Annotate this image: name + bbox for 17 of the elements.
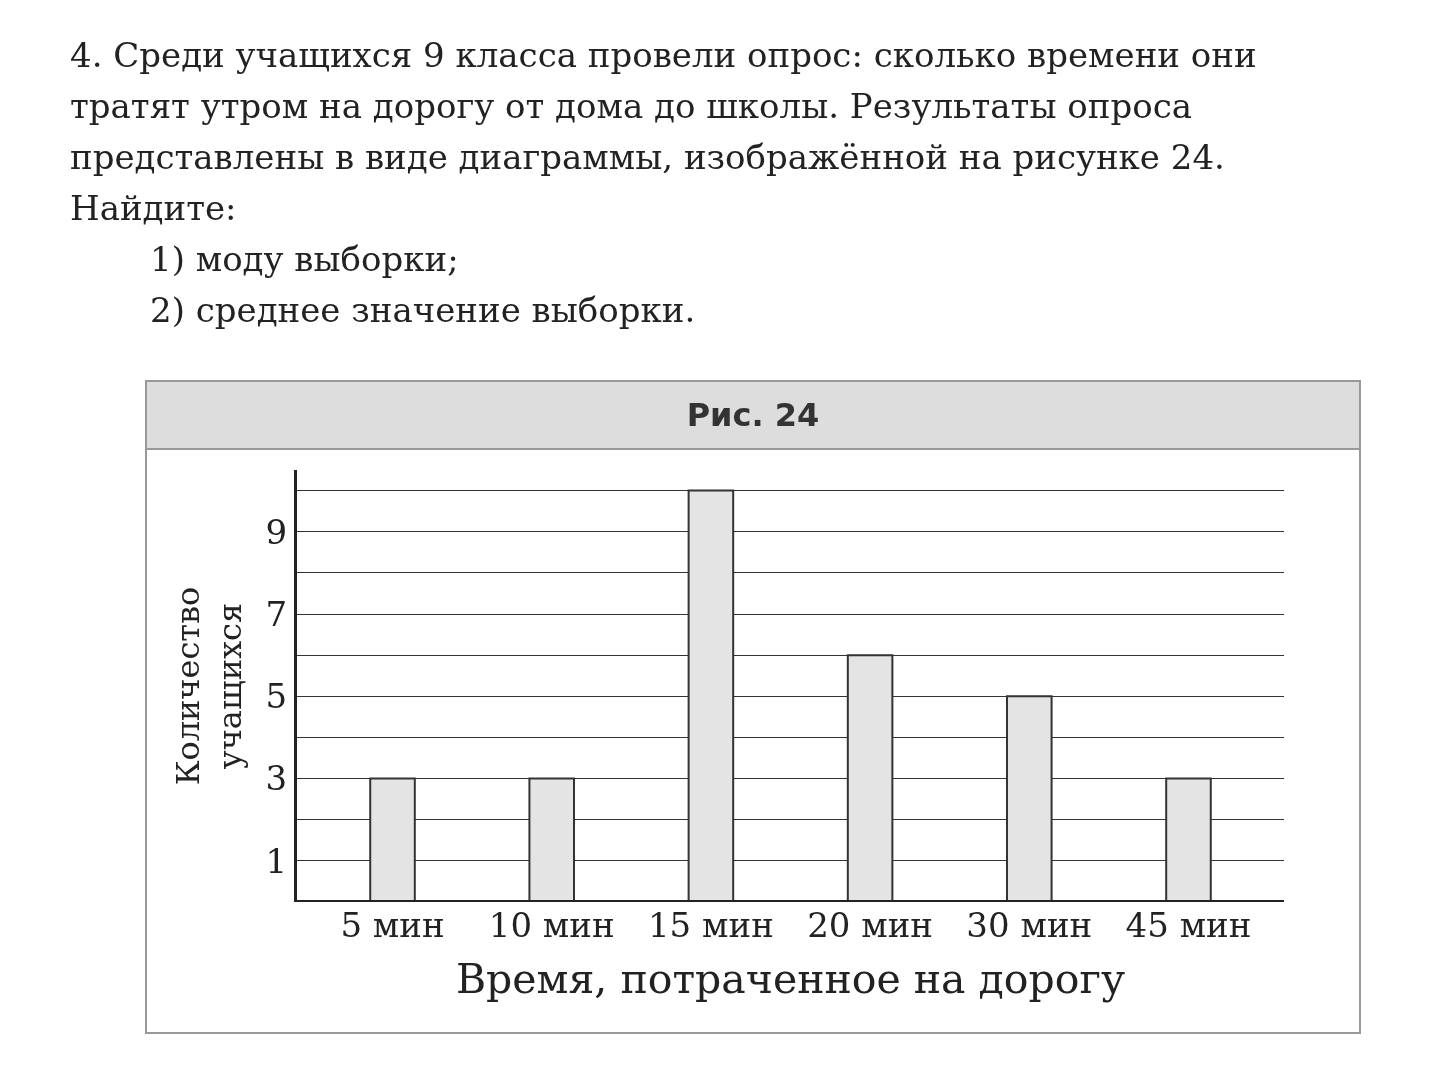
x-axis-title: Время, потраченное на дорогу <box>455 955 1126 1004</box>
y-tick-label: 1 <box>265 840 288 881</box>
y-tick-label: 7 <box>265 593 288 634</box>
text: 2) среднее значение выборки. <box>149 289 697 332</box>
x-tick-label: 10 мин <box>488 905 615 945</box>
x-tick-label: 15 мин <box>647 905 774 945</box>
y-tick-label: 9 <box>265 511 288 552</box>
x-tick-label: 5 мин <box>340 905 445 945</box>
x-tick-label: 45 мин <box>1125 905 1252 945</box>
x-tick-label: 30 мин <box>966 905 1093 945</box>
x-tick-label: 20 мин <box>807 905 934 945</box>
y-axis-title: Количество учащихся <box>169 586 249 786</box>
y-tick-label: 3 <box>265 758 288 799</box>
y-tick-label: 5 <box>265 676 288 717</box>
text: 1) моду выборки; <box>149 238 460 281</box>
chart-title: Рис. 24 <box>147 382 1359 450</box>
text: 4. Среди учащихся 9 класса провели опрос: сколько времени они тратят утром на дорогу от дома до школы. Результаты опроса представлены в виде диаграммы, изображённой на рисунке 24. Найдите: <box>70 34 1258 230</box>
